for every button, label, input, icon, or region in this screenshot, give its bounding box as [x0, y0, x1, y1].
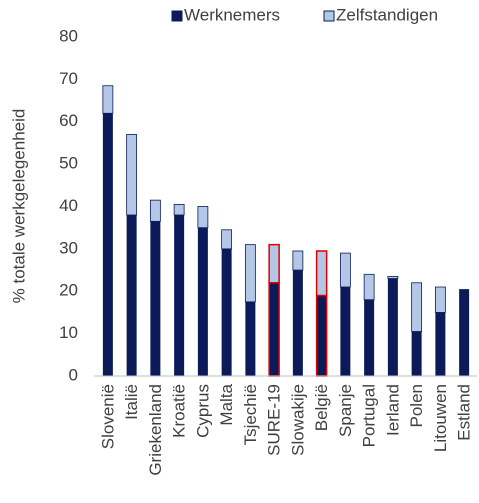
bar-segment: [435, 312, 446, 376]
y-tick-label: 60: [59, 111, 78, 130]
bar-segment: [340, 287, 351, 376]
x-tick-label: SURE-19: [265, 384, 284, 456]
x-tick-label: Slowakije: [288, 384, 307, 456]
bar-segment: [292, 270, 303, 376]
legend-label: Zelfstandigen: [336, 5, 438, 24]
x-tick-label: Tsjechië: [241, 384, 260, 445]
bar-segment: [315, 294, 328, 377]
x-tick-label: Ierland: [383, 384, 402, 436]
bar-segment: [363, 273, 375, 301]
bar-segment: [244, 244, 256, 303]
x-tick-label: Malta: [217, 383, 236, 425]
y-tick-label: 0: [69, 365, 78, 384]
bar-segment: [292, 250, 304, 271]
legend-swatch: [171, 10, 183, 22]
x-tick-label: Slovenië: [98, 384, 117, 449]
bar-segment: [268, 243, 280, 284]
bar-segment: [387, 276, 399, 279]
x-tick-label: Griekenland: [146, 384, 165, 476]
y-tick-label: 50: [59, 154, 78, 173]
bar-segment: [173, 203, 185, 216]
x-tick-label: Polen: [407, 384, 426, 427]
bar-segment: [387, 278, 398, 376]
bar-segment: [126, 134, 138, 216]
x-tick-label: Estland: [455, 384, 474, 441]
bar-segment: [221, 248, 232, 376]
bar-segment: [411, 282, 423, 332]
legend-swatch: [323, 10, 335, 22]
bar-segment: [459, 289, 470, 376]
bar-segment: [339, 252, 351, 288]
bar-segment: [126, 214, 137, 376]
x-tick-label: Spanje: [336, 384, 355, 437]
bar-segment: [149, 199, 161, 222]
y-axis-label: % totale werkgelegenheid: [9, 109, 28, 304]
bar-segment: [197, 206, 209, 229]
bar-segment: [268, 282, 280, 377]
x-tick-label: Kroatië: [170, 384, 189, 438]
x-tick-label: Portugal: [360, 384, 379, 447]
bar-segment: [245, 301, 256, 376]
y-tick-label: 10: [59, 323, 78, 342]
bar-segment: [411, 331, 422, 376]
bar-segment: [197, 227, 208, 376]
x-tick-label: België: [312, 384, 331, 431]
x-tick-label: Italië: [122, 384, 141, 420]
bar-segment: [221, 229, 233, 250]
bar-segment: [434, 286, 446, 313]
bar-segment: [102, 113, 113, 377]
bar-segment: [102, 85, 114, 114]
bar-segment: [315, 250, 328, 297]
legend-label: Werknemers: [184, 5, 280, 24]
y-tick-label: 40: [59, 196, 78, 215]
x-tick-label: Litouwen: [431, 384, 450, 452]
x-tick-label: Cyprus: [193, 384, 212, 438]
y-tick-label: 80: [59, 26, 78, 45]
bar-segment: [364, 299, 375, 376]
y-tick-label: 70: [59, 69, 78, 88]
bar-segment: [150, 221, 161, 376]
y-tick-label: 30: [59, 238, 78, 257]
y-tick-label: 20: [59, 281, 78, 300]
bar-segment: [174, 214, 185, 376]
